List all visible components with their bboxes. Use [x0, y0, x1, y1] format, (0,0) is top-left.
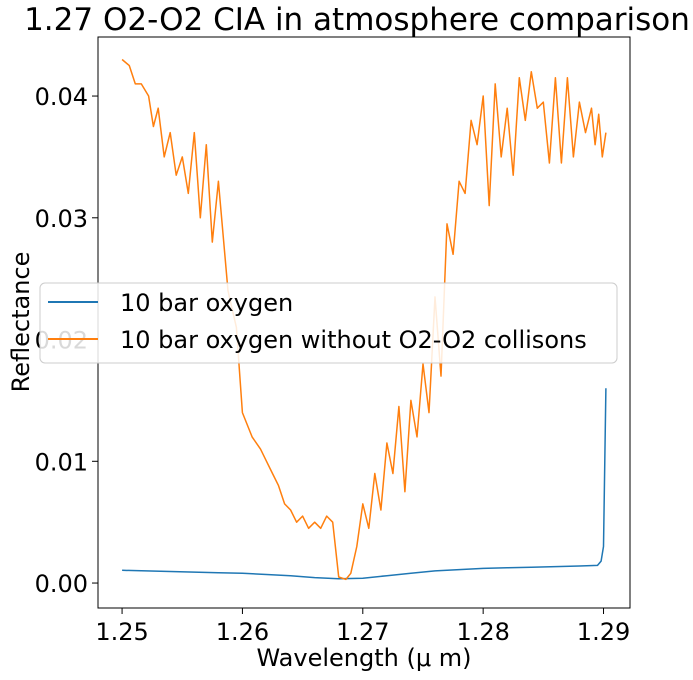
legend-label-blue: 10 bar oxygen: [120, 289, 293, 317]
y-tick-label: 0.04: [35, 83, 88, 111]
x-tick-label: 1.25: [95, 618, 148, 646]
x-axis: 1.25 1.26 1.27 1.28 1.29: [95, 608, 630, 646]
legend: 10 bar oxygen 10 bar oxygen without O2-O…: [39, 282, 618, 364]
x-tick-label: 1.29: [577, 618, 630, 646]
y-tick-label: 0.00: [35, 570, 88, 598]
legend-label-orange: 10 bar oxygen without O2-O2 collisons: [120, 326, 587, 354]
y-tick-label: 0.01: [35, 448, 88, 476]
x-tick-label: 1.27: [336, 618, 389, 646]
series-layer: [121, 58, 607, 581]
x-tick-label: 1.28: [456, 618, 509, 646]
x-tick-label: 1.26: [216, 618, 269, 646]
series-line-1: [121, 58, 607, 581]
y-tick-label: 0.03: [35, 205, 88, 233]
x-axis-label: Wavelength (μ m): [256, 644, 471, 672]
y-axis-label: Reflectance: [7, 252, 35, 393]
chart-title: 1.27 O2-O2 CIA in atmosphere comparison: [24, 2, 690, 38]
series-line-0: [122, 388, 607, 580]
legend-box: [39, 282, 618, 364]
